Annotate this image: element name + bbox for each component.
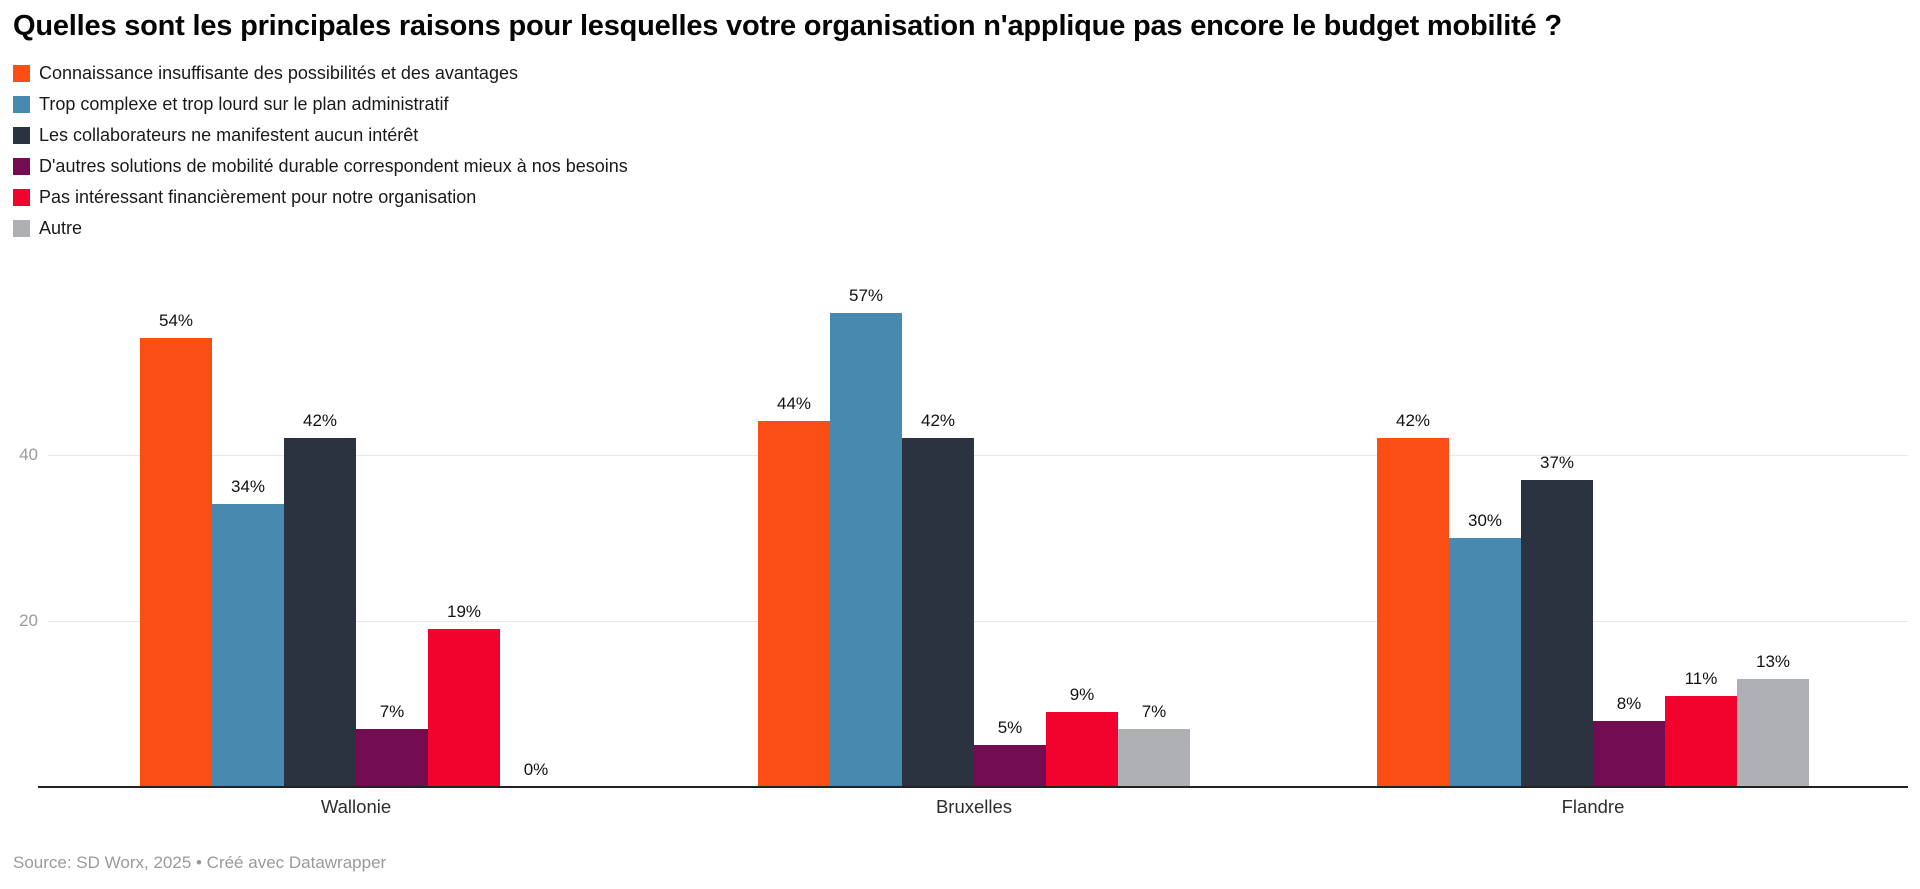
legend-swatch-icon	[13, 65, 30, 82]
legend-item-2: Les collaborateurs ne manifestent aucun …	[13, 120, 628, 151]
bar-flandre-series-1[interactable]	[1449, 537, 1521, 787]
y-tick-label: 20	[19, 610, 38, 630]
bar-bruxelles-series-3[interactable]	[974, 745, 1046, 787]
bar-flandre-series-4[interactable]	[1665, 695, 1737, 787]
bar-wallonie-series-0[interactable]	[140, 338, 212, 787]
bar-value-label: 42%	[920, 410, 956, 430]
legend-item-0: Connaissance insuffisante des possibilit…	[13, 58, 628, 89]
legend-item-5: Autre	[13, 213, 628, 244]
y-tick-label: 40	[19, 444, 38, 464]
y-gridline-20	[48, 620, 1908, 622]
bar-value-label: 13%	[1755, 651, 1791, 671]
bar-value-label: 54%	[158, 311, 194, 331]
legend-swatch-icon	[13, 96, 30, 113]
bar-bruxelles-series-5[interactable]	[1118, 728, 1190, 787]
bar-value-label: 30%	[1467, 510, 1503, 530]
legend-item-1: Trop complexe et trop lourd sur le plan …	[13, 89, 628, 120]
category-label-bruxelles: Bruxelles	[935, 796, 1013, 817]
bar-value-label: 19%	[446, 602, 482, 622]
bar-value-label: 37%	[1539, 452, 1575, 472]
bar-bruxelles-series-4[interactable]	[1046, 712, 1118, 787]
bar-wallonie-series-1[interactable]	[212, 504, 284, 787]
legend-label: Autre	[39, 218, 83, 238]
legend-item-3: D'autres solutions de mobilité durable c…	[13, 151, 628, 182]
bar-wallonie-series-3[interactable]	[356, 728, 428, 787]
bar-flandre-series-2[interactable]	[1521, 479, 1593, 787]
legend-swatch-icon	[13, 220, 30, 237]
bar-value-label: 57%	[848, 286, 884, 306]
bar-bruxelles-series-1[interactable]	[830, 313, 902, 787]
bar-value-label: 7%	[1141, 701, 1167, 721]
category-label-flandre: Flandre	[1561, 796, 1625, 817]
bar-value-label: 44%	[776, 394, 812, 414]
bar-value-label: 8%	[1616, 693, 1642, 713]
legend-label: Pas intéressant financièrement pour notr…	[39, 187, 477, 207]
legend-item-4: Pas intéressant financièrement pour notr…	[13, 182, 628, 213]
legend-swatch-icon	[13, 158, 30, 175]
bar-wallonie-series-2[interactable]	[284, 437, 356, 787]
bar-value-label: 34%	[230, 477, 266, 497]
category-label-wallonie: Wallonie	[320, 796, 392, 817]
bar-bruxelles-series-2[interactable]	[902, 437, 974, 787]
legend-swatch-icon	[13, 127, 30, 144]
bar-value-label: 9%	[1069, 685, 1095, 705]
y-gridline-40	[48, 454, 1908, 456]
bar-flandre-series-3[interactable]	[1593, 720, 1665, 787]
bar-value-label: 11%	[1684, 668, 1718, 688]
page-title: Quelles sont les principales raisons pou…	[13, 10, 1562, 42]
bar-flandre-series-5[interactable]	[1737, 678, 1809, 787]
bar-value-label: 5%	[997, 718, 1023, 738]
legend-swatch-icon	[13, 189, 30, 206]
bar-bruxelles-series-0[interactable]	[758, 421, 830, 787]
legend-label: Trop complexe et trop lourd sur le plan …	[39, 94, 449, 114]
bar-value-label: 0%	[523, 760, 549, 779]
legend-label: D'autres solutions de mobilité durable c…	[39, 156, 628, 176]
bar-value-label: 42%	[1395, 410, 1431, 430]
bar-flandre-series-0[interactable]	[1377, 437, 1449, 787]
bar-value-label: 7%	[379, 701, 405, 721]
legend: Connaissance insuffisante des possibilit…	[13, 58, 628, 244]
bar-wallonie-series-4[interactable]	[428, 629, 500, 787]
bar-value-label: 42%	[302, 410, 338, 430]
legend-label: Les collaborateurs ne manifestent aucun …	[39, 125, 419, 145]
legend-label: Connaissance insuffisante des possibilit…	[39, 63, 518, 83]
source-attribution: Source: SD Worx, 2025 • Créé avec Datawr…	[13, 853, 387, 872]
x-axis-line	[38, 786, 1908, 788]
